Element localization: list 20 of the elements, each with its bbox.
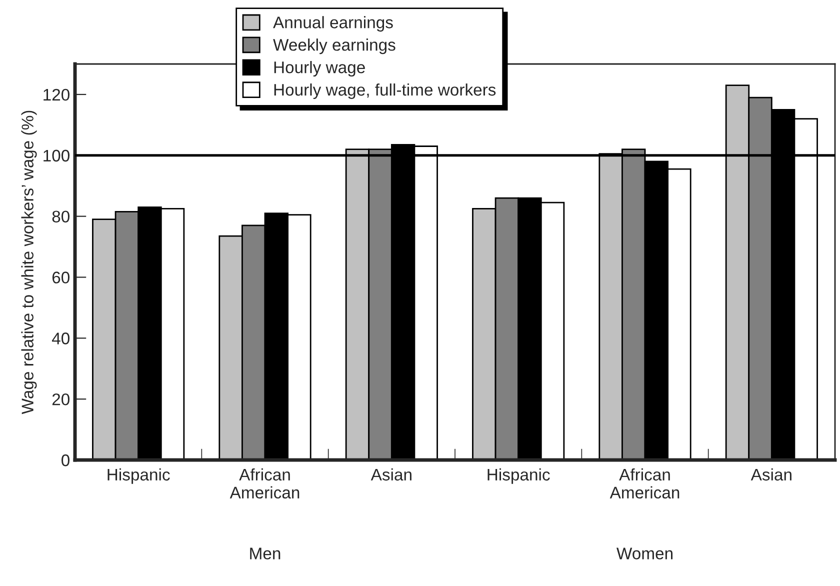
y-axis-title: Wage relative to white workers’ wage (%) [21, 110, 37, 414]
text: Women [616, 548, 672, 560]
y-tick-label: 20 [52, 393, 70, 406]
legend-label: Annual earnings [273, 16, 393, 32]
legend-label: Hourly wage, full-time workers [274, 83, 496, 99]
x-tick-label: Asian [370, 468, 412, 481]
legend-label: Hourly wage [274, 61, 365, 77]
y-tick-label: 40 [52, 332, 70, 344]
x-tick-label: Asian [750, 468, 792, 481]
x-tick-label: African American [610, 468, 680, 499]
y-tick-label: 0 [62, 454, 70, 466]
y-tick-label: 80 [52, 210, 70, 223]
legend-label: Weekly earnings [273, 38, 396, 54]
y-tick-label: 60 [52, 272, 70, 284]
y-tick-label: 100 [44, 150, 70, 162]
y-tick-label: 120 [44, 88, 70, 101]
x-tick-label: Hispanic [488, 468, 550, 484]
x-tick-label: African American [230, 468, 300, 499]
text: Men [250, 548, 280, 560]
x-tick-label: Hispanic [108, 468, 170, 484]
